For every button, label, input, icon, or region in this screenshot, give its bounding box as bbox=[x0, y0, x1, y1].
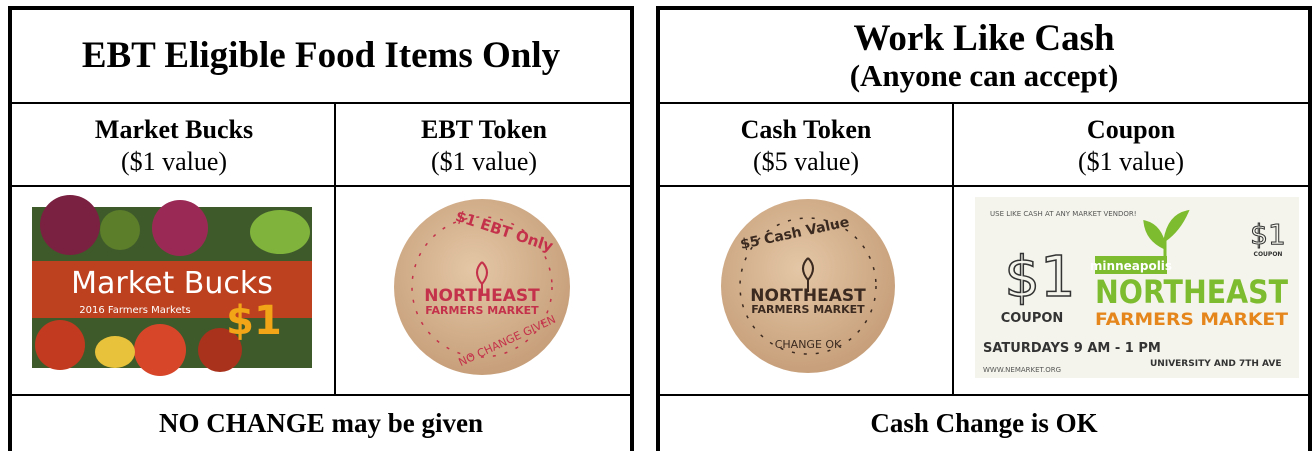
image-text: COUPON bbox=[1254, 251, 1283, 258]
image-text: minneapolis bbox=[1090, 259, 1172, 273]
image-text: CHANGE OK bbox=[775, 338, 842, 351]
image-text: USE LIKE CASH AT ANY MARKET VENDOR! bbox=[990, 210, 1137, 218]
ebt-token-image: $1 EBT Only NORTHEAST FARMERS MARKET NO … bbox=[394, 199, 570, 375]
image-text: COUPON bbox=[1001, 311, 1064, 326]
images: Market Bucks 2016 Farmers Markets $1 $1 … bbox=[0, 0, 1314, 447]
image-text: FARMERS MARKET bbox=[751, 303, 865, 316]
image-text: FARMERS MARKET bbox=[1095, 310, 1288, 330]
image-text: 2016 Farmers Markets bbox=[79, 305, 191, 316]
cash-token-image: $5 Cash Value NORTHEAST FARMERS MARKET C… bbox=[721, 199, 895, 373]
market-bucks-image: Market Bucks 2016 Farmers Markets $1 bbox=[32, 195, 312, 376]
image-text: NORTHEAST bbox=[1095, 273, 1288, 311]
image-text: $1 bbox=[1004, 245, 1075, 310]
page: EBT Eligible Food Items Only Market Buck… bbox=[0, 0, 1314, 447]
image-text: NORTHEAST bbox=[424, 286, 540, 306]
image-text: UNIVERSITY AND 7TH AVE bbox=[1150, 359, 1282, 369]
image-text: FARMERS MARKET bbox=[425, 304, 539, 317]
image-text: WWW.NEMARKET.ORG bbox=[983, 366, 1061, 374]
image-text: $1 bbox=[1250, 218, 1286, 251]
image-text: SATURDAYS 9 AM - 1 PM bbox=[983, 341, 1161, 356]
image-text: Market Bucks bbox=[71, 266, 273, 301]
image-text: $1 bbox=[226, 298, 282, 344]
coupon-image: USE LIKE CASH AT ANY MARKET VENDOR! $1 C… bbox=[975, 197, 1299, 378]
